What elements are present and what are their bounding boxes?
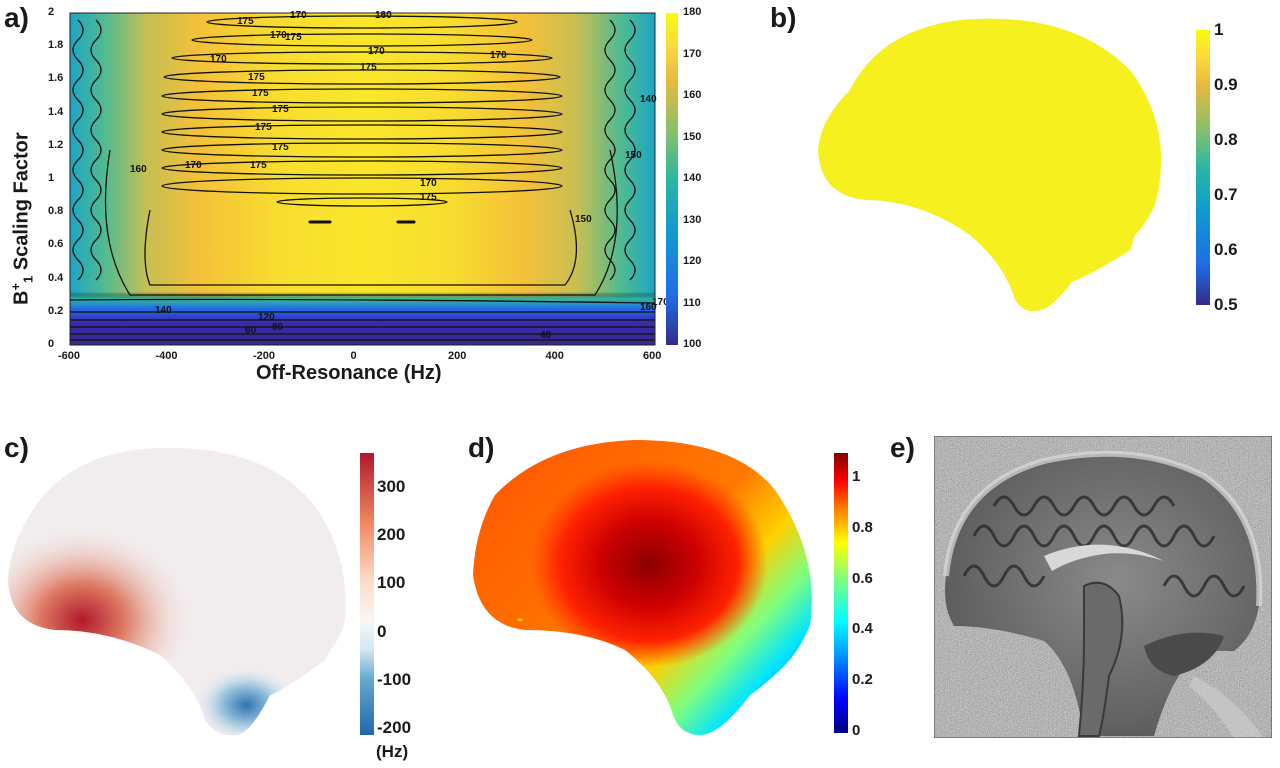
contour-label: 120: [258, 312, 275, 323]
panel-a-ytick: 1.8: [48, 39, 64, 52]
panel-d-colorbar-tick: 0.2: [852, 671, 873, 689]
contour-label: 150: [575, 214, 592, 225]
panel-a-ytick: 2: [48, 6, 55, 18]
contour-label: 175: [272, 142, 289, 153]
panel-a-ytick: 0.6: [48, 238, 64, 251]
panel-a-xtick: 0: [350, 350, 357, 362]
panel-b-colorbar-tick: 0.5: [1214, 295, 1238, 314]
panel-b-colorbar-tick: 1: [1214, 20, 1224, 39]
contour-label: 175: [272, 104, 289, 115]
panel-a-colorbar-tick: 130: [683, 213, 702, 226]
panel-a-colorbar-tick: 100: [683, 338, 702, 350]
panel-a-xtick: -200: [253, 350, 276, 362]
panel-d-colorbar-tick: 1: [852, 468, 861, 485]
contour-label: 170: [368, 46, 385, 57]
panel-a-xtick: 400: [545, 350, 564, 362]
panel-a-ytick: 0.2: [48, 304, 64, 317]
panel-a-ytick: 1.2: [48, 138, 64, 151]
panel-a-letter: a): [4, 2, 29, 33]
contour-label: 175: [248, 72, 265, 83]
panel-c-colorbar-tick: -200: [377, 718, 412, 737]
panel-a-heatmap: 1701751601701751701701751701751401751751…: [69, 10, 678, 346]
contour-label: 60: [245, 325, 257, 336]
panel-a-xtick: -600: [58, 350, 81, 362]
panel-a-xtick: -400: [155, 350, 178, 362]
contour-label: 175: [250, 160, 267, 171]
panel-a-colorbar-tick: 150: [683, 130, 702, 143]
contour-label: 170: [490, 50, 507, 61]
contour-label: 160: [375, 10, 392, 21]
panel-c-colorbar-tick: 0: [377, 621, 387, 641]
panel-a-colorbar: [666, 13, 678, 345]
panel-e-mri-image: [934, 436, 1272, 738]
contour-label: 170: [652, 297, 669, 308]
panel-c-unit-label: (Hz): [376, 742, 409, 761]
panel-b-colorbar: [1196, 30, 1210, 305]
contour-label: 140: [155, 305, 172, 316]
panel-a-colorbar-tick: 180: [683, 6, 702, 18]
panel-a-xlabel: Off-Resonance (Hz): [256, 362, 442, 384]
panel-d-colorbar-tick: 0: [852, 722, 861, 739]
panel-a-colorbar-tick: 120: [683, 255, 702, 267]
contour-label: 175: [237, 16, 254, 27]
panel-b-letter: b): [770, 2, 797, 33]
panel-a-xtick: 600: [643, 350, 662, 362]
panel-e-letter: e): [890, 432, 915, 463]
panel-d-brain-map: [473, 440, 812, 735]
panel-a-colorbar-tick: 110: [683, 296, 701, 309]
panel-a-ytick: 1: [48, 172, 55, 184]
panel-a-ytick: 0.8: [48, 205, 64, 218]
panel-a-colorbar-tick: 140: [683, 172, 702, 184]
panel-a-colorbar-tick: 170: [683, 47, 702, 60]
contour-label: 175: [255, 122, 272, 133]
contour-label: 40: [540, 330, 552, 341]
panel-b-colorbar-tick: 0.7: [1214, 185, 1238, 204]
panel-a-ytick: 0.4: [48, 271, 64, 284]
panel-c-colorbar-tick: 100: [377, 573, 406, 593]
contour-label: 170: [185, 160, 202, 171]
contour-label: 170: [420, 178, 437, 189]
contour-label: 175: [252, 88, 269, 99]
contour-label: 170: [290, 10, 307, 21]
panel-a-colorbar-tick: 160: [683, 89, 702, 101]
contour-label: 140: [640, 94, 657, 105]
contour-label: 175: [420, 192, 437, 203]
panel-b-colorbar-tick: 0.6: [1214, 240, 1238, 259]
panel-d-colorbar-tick: 0.4: [852, 620, 873, 638]
panel-a-ytick: 1.4: [48, 105, 64, 118]
panel-c-colorbar-tick: 200: [377, 525, 406, 545]
panel-c-brain-map: [8, 447, 346, 736]
panel-c-colorbar-tick: 300: [377, 477, 406, 496]
panel-d-colorbar: [834, 453, 848, 733]
contour-label: 150: [625, 150, 642, 161]
panel-d-letter: d): [468, 432, 495, 463]
contour-label: 160: [640, 302, 657, 313]
contour-label: 175: [360, 62, 377, 73]
contour-label: 170: [270, 30, 287, 41]
panel-a-xtick: 200: [448, 350, 467, 362]
panel-b-colorbar-tick: 0.8: [1214, 130, 1238, 149]
contour-label: 160: [130, 164, 147, 175]
panel-b-brain-map: [818, 18, 1162, 312]
contour-label: 170: [210, 54, 227, 65]
panel-a-ytick: 0: [48, 338, 55, 350]
panel-c-colorbar: [360, 453, 374, 735]
panel-d-colorbar-tick: 0.6: [852, 569, 873, 587]
panel-d-colorbar-tick: 0.8: [852, 518, 873, 536]
contour-label: 80: [272, 322, 284, 333]
panel-b-colorbar-tick: 0.9: [1214, 75, 1238, 94]
panel-c-colorbar-tick: -100: [377, 669, 412, 689]
panel-c-letter: c): [4, 432, 29, 463]
panel-a-ytick: 1.6: [48, 72, 64, 85]
contour-label: 175: [285, 32, 302, 43]
panel-a-ylabel: B+1 Scaling Factor: [8, 132, 36, 305]
